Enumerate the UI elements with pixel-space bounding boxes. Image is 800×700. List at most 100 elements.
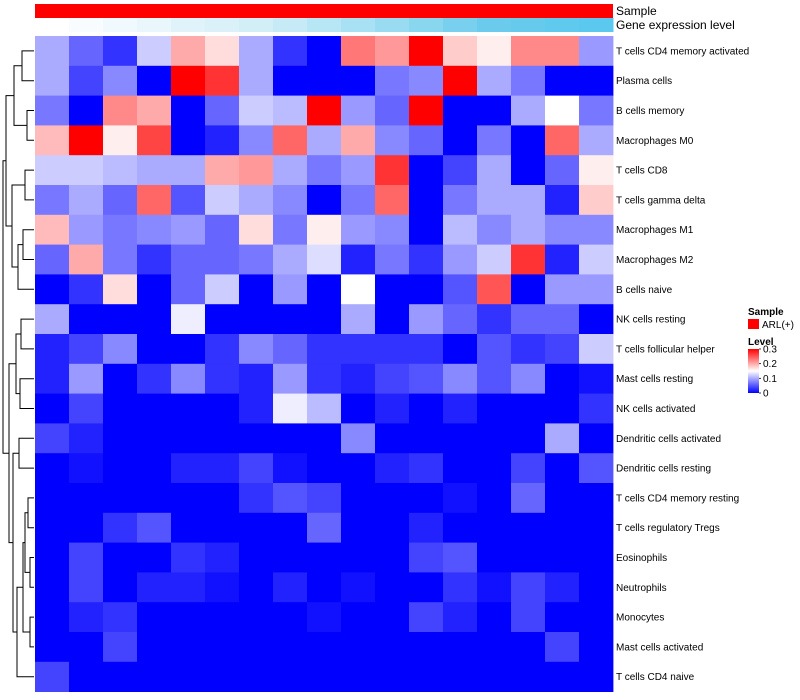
heatmap-cell xyxy=(375,65,410,96)
heatmap-cell xyxy=(477,453,512,484)
dendrogram-branch xyxy=(27,497,34,529)
row-label: B cells memory xyxy=(616,106,684,117)
heatmap-cell xyxy=(375,632,410,663)
heatmap-cell xyxy=(341,36,376,67)
heatmap-cell xyxy=(69,542,104,573)
heatmap-cell xyxy=(171,334,206,365)
heatmap-cell xyxy=(307,363,342,394)
heatmap-cell xyxy=(35,95,70,126)
heatmap-cell xyxy=(273,423,308,454)
heatmap-cell xyxy=(205,95,240,126)
heatmap-cell xyxy=(69,393,104,424)
heatmap-cell xyxy=(545,334,580,365)
heatmap-cell xyxy=(545,423,580,454)
heatmap-cell xyxy=(171,632,206,663)
heatmap-cell xyxy=(103,125,138,156)
heatmap-cell xyxy=(273,334,308,365)
expression-annotation-cell xyxy=(205,18,240,32)
heatmap-cell xyxy=(69,95,104,126)
heatmap-cell xyxy=(35,483,70,514)
dendrogram-branch xyxy=(29,557,34,588)
heatmap-cell xyxy=(545,363,580,394)
heatmap-cell xyxy=(35,393,70,424)
heatmap-cell xyxy=(443,602,478,633)
heatmap-cell xyxy=(545,661,580,692)
row-label: T cells CD4 naive xyxy=(616,672,695,683)
row-label: Macrophages M0 xyxy=(616,136,694,147)
legend-level-tick-label: 0.1 xyxy=(763,374,777,385)
heatmap-cell xyxy=(103,363,138,394)
heatmap-cell xyxy=(443,363,478,394)
heatmap-cell xyxy=(307,244,342,275)
heatmap-cell xyxy=(409,214,444,245)
heatmap-cell xyxy=(205,185,240,216)
heatmap-cell xyxy=(171,393,206,424)
heatmap-cell xyxy=(409,363,444,394)
heatmap-cell xyxy=(239,572,274,603)
heatmap-cell xyxy=(511,542,546,573)
heatmap-cell xyxy=(511,95,546,126)
heatmap-cell xyxy=(545,95,580,126)
row-label: T cells CD4 memory resting xyxy=(616,493,739,504)
dendrogram-branch xyxy=(26,110,34,141)
heatmap-cell xyxy=(35,125,70,156)
heatmap-cell xyxy=(171,185,206,216)
heatmap-cell xyxy=(409,155,444,186)
heatmap-cell xyxy=(579,483,614,514)
heatmap-cell xyxy=(239,363,274,394)
row-label: Dendritic cells activated xyxy=(616,434,721,445)
heatmap-cell xyxy=(579,65,614,96)
heatmap-cell xyxy=(511,483,546,514)
heatmap-cell xyxy=(579,125,614,156)
heatmap-cell xyxy=(375,661,410,692)
expression-annotation-cell xyxy=(35,18,70,32)
heatmap-cell xyxy=(477,95,512,126)
heatmap-cell xyxy=(69,483,104,514)
heatmap-cell xyxy=(341,602,376,633)
heatmap-cell xyxy=(273,632,308,663)
heatmap-cell xyxy=(579,661,614,692)
heatmap-cell xyxy=(69,36,104,67)
heatmap-cell xyxy=(545,542,580,573)
heatmap-cell xyxy=(545,632,580,663)
heatmap-cell xyxy=(307,155,342,186)
heatmap-cell xyxy=(545,453,580,484)
heatmap-cell xyxy=(307,95,342,126)
dendrogram-branch xyxy=(2,160,9,454)
heatmap-cell xyxy=(103,36,138,67)
heatmap-cell xyxy=(341,423,376,454)
heatmap-cell xyxy=(137,602,172,633)
heatmap-cell xyxy=(477,185,512,216)
heatmap-cell xyxy=(511,363,546,394)
heatmap-cell xyxy=(171,363,206,394)
heatmap-cell xyxy=(375,95,410,126)
heatmap-cell xyxy=(69,453,104,484)
heatmap-cell xyxy=(307,512,342,543)
heatmap-cell xyxy=(511,125,546,156)
heatmap-cell xyxy=(35,572,70,603)
heatmap-cell xyxy=(511,602,546,633)
heatmap-cell xyxy=(171,423,206,454)
heatmap-cell xyxy=(273,483,308,514)
row-label: Monocytes xyxy=(616,613,664,624)
heatmap-cell xyxy=(171,483,206,514)
heatmap-cell xyxy=(375,393,410,424)
heatmap-cell xyxy=(35,661,70,692)
row-label: T cells CD8 xyxy=(616,166,668,177)
heatmap-cell xyxy=(443,512,478,543)
row-label: Eosinophils xyxy=(616,553,667,564)
heatmap-cell xyxy=(273,125,308,156)
row-label: T cells CD4 memory activated xyxy=(616,46,749,57)
heatmap-cell xyxy=(171,274,206,305)
heatmap-cell xyxy=(307,572,342,603)
heatmap-cell xyxy=(239,95,274,126)
heatmap-cell xyxy=(409,244,444,275)
heatmap-cell xyxy=(35,214,70,245)
heatmap-cell xyxy=(103,334,138,365)
dendrogram-branch xyxy=(29,616,34,648)
heatmap-cell xyxy=(103,393,138,424)
heatmap-cell xyxy=(545,155,580,186)
heatmap-cell xyxy=(443,393,478,424)
heatmap-cell xyxy=(477,602,512,633)
